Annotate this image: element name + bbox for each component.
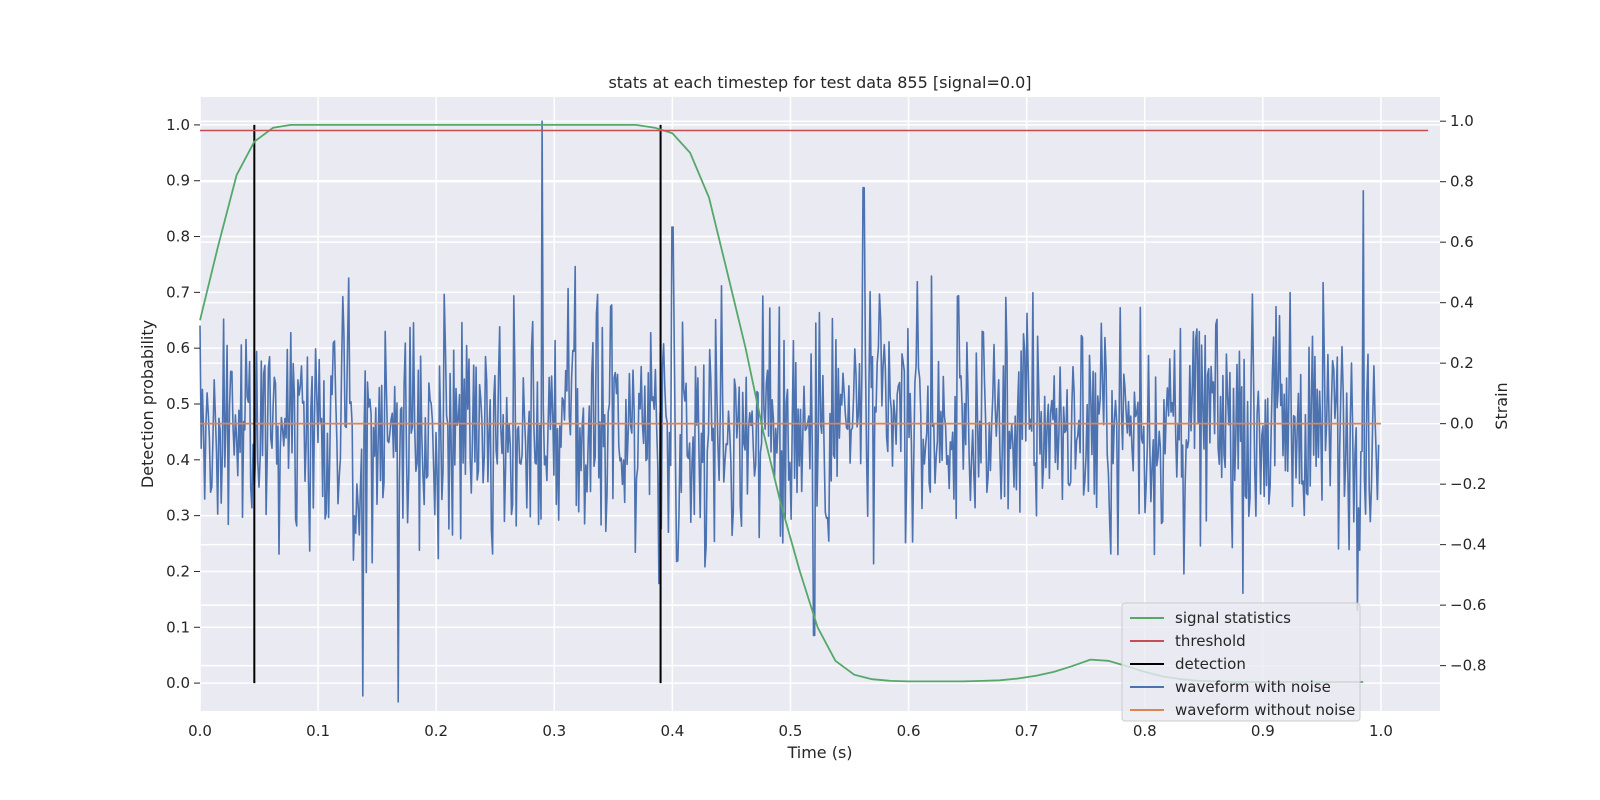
y2-tick-label: −0.6 [1450, 596, 1486, 614]
x-axis: 0.0 0.1 0.2 0.3 0.4 0.5 0.6 0.7 0.8 0.9 1.0 [188, 722, 1393, 740]
y2-tick-label: −0.2 [1450, 475, 1486, 493]
x-axis-label: Time (s) [786, 743, 852, 762]
legend-label: waveform without noise [1175, 701, 1355, 719]
y2-tick-label: 0.2 [1450, 354, 1474, 372]
x-tick-label: 0.7 [1015, 722, 1039, 740]
y2-tick-label: −0.8 [1450, 657, 1486, 675]
y2-tick-label: 0.8 [1450, 173, 1474, 191]
x-tick-label: 0.8 [1133, 722, 1157, 740]
x-tick-label: 0.6 [897, 722, 921, 740]
y-axis-label: Detection probability [138, 320, 157, 488]
y-tick-label: 0.0 [166, 674, 190, 692]
y2-axis-label: Strain [1492, 382, 1511, 429]
y2-tick-label: 0.4 [1450, 294, 1474, 312]
legend-box [1121, 602, 1361, 722]
y2-tick-label: 1.0 [1450, 112, 1474, 130]
chart-title: stats at each timestep for test data 855… [608, 73, 1031, 92]
y2-tick-label: −0.4 [1450, 536, 1486, 554]
x-tick-label: 1.0 [1369, 722, 1393, 740]
y-tick-label: 1.0 [166, 116, 190, 134]
y-tick-label: 0.9 [166, 172, 190, 190]
y-tick-label: 0.3 [166, 507, 190, 525]
legend: signal statistics threshold detection wavef… [1121, 602, 1361, 722]
y2-tick-label: 0.6 [1450, 233, 1474, 251]
y-tick-label: 0.6 [166, 339, 190, 357]
y-tick-label: 0.5 [166, 395, 190, 413]
y-axis-right: −0.8 −0.6 −0.4 −0.2 0.0 0.2 0.4 0.6 0.8 1.0 [1440, 112, 1486, 675]
series-line-waveform-with-noise [199, 120, 1380, 703]
x-tick-label: 0.0 [188, 722, 212, 740]
legend-label: detection [1175, 655, 1246, 673]
legend-label: signal statistics [1175, 609, 1291, 627]
legend-label: threshold [1175, 632, 1246, 650]
x-tick-label: 0.3 [542, 722, 566, 740]
y-tick-label: 0.2 [166, 562, 190, 580]
legend-label: waveform with noise [1175, 678, 1331, 696]
x-tick-label: 0.1 [306, 722, 330, 740]
y-axis-left: 0.0 0.1 0.2 0.3 0.4 0.5 0.6 0.7 0.8 0.9 1.0 [166, 116, 200, 692]
x-tick-label: 0.5 [779, 722, 803, 740]
y-tick-label: 0.7 [166, 283, 190, 301]
y-tick-label: 0.4 [166, 451, 190, 469]
x-tick-label: 0.9 [1251, 722, 1275, 740]
x-tick-label: 0.4 [660, 722, 684, 740]
y-tick-label: 0.1 [166, 618, 190, 636]
y2-tick-label: 0.0 [1450, 415, 1474, 433]
y-tick-label: 0.8 [166, 228, 190, 246]
x-tick-label: 0.2 [424, 722, 448, 740]
